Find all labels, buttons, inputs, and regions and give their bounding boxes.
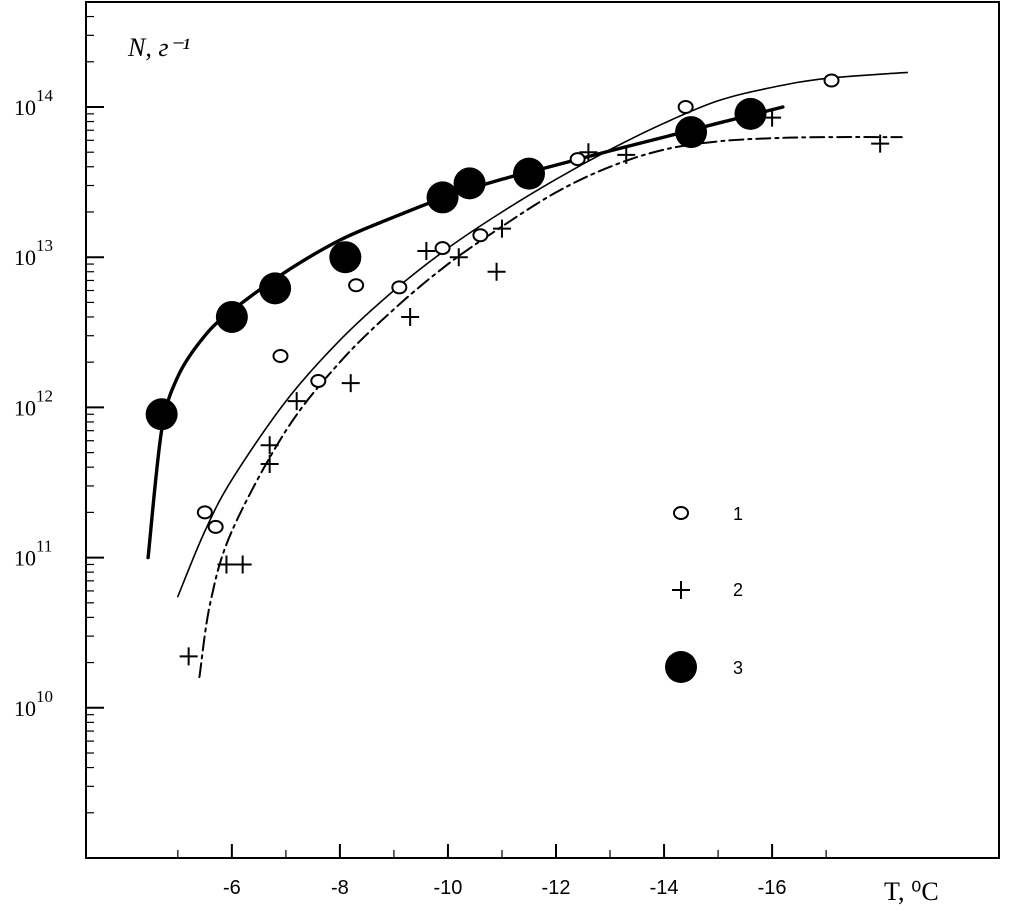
point-series-3 bbox=[453, 167, 486, 200]
point-series-2 bbox=[217, 555, 236, 574]
point-series-3 bbox=[145, 398, 178, 431]
legend-label-1: 1 bbox=[733, 504, 743, 524]
point-series-2 bbox=[492, 219, 511, 238]
point-series-3 bbox=[734, 97, 767, 130]
point-series-2 bbox=[341, 374, 360, 393]
point-series-1 bbox=[196, 505, 213, 520]
y-tick-label: 1013 bbox=[14, 236, 53, 270]
x-tick-label: -6 bbox=[223, 877, 241, 899]
minor-ticks bbox=[86, 1, 827, 858]
legend-marker-3 bbox=[665, 651, 697, 683]
point-series-2 bbox=[487, 262, 506, 281]
y-axis-label: N, г⁻¹ bbox=[127, 33, 190, 62]
legend-marker-2 bbox=[672, 581, 690, 599]
point-series-2 bbox=[579, 143, 598, 162]
point-series-2 bbox=[617, 145, 636, 164]
point-series-3 bbox=[512, 157, 545, 190]
point-series-1 bbox=[434, 241, 451, 256]
legend-marker-1 bbox=[673, 506, 689, 520]
y-tick-label: 1010 bbox=[14, 687, 53, 721]
plot-frame bbox=[85, 1, 1000, 859]
point-series-2 bbox=[401, 307, 420, 326]
point-series-3 bbox=[215, 300, 248, 333]
point-series-2 bbox=[260, 454, 279, 473]
point-series-1 bbox=[677, 99, 694, 114]
x-tick-label: -10 bbox=[434, 877, 463, 899]
legend-label-3: 3 bbox=[733, 658, 743, 678]
y-tick-labels: 1010 1011 1012 1013 1014 bbox=[14, 86, 54, 721]
point-series-1 bbox=[569, 152, 586, 167]
point-series-1 bbox=[272, 348, 289, 363]
point-series-2 bbox=[871, 134, 890, 153]
curve-series-1 bbox=[177, 71, 908, 598]
point-series-2 bbox=[417, 241, 436, 260]
legend: 1 2 3 bbox=[665, 504, 743, 683]
y-tick-label: 1011 bbox=[14, 537, 52, 571]
curve-series-2 bbox=[198, 136, 903, 679]
point-series-2 bbox=[233, 555, 252, 574]
point-series-1 bbox=[348, 278, 365, 293]
major-ticks bbox=[86, 105, 774, 858]
legend-markers bbox=[665, 506, 697, 683]
x-tick-label: -8 bbox=[331, 877, 349, 899]
point-series-1 bbox=[207, 519, 224, 534]
point-series-2 bbox=[260, 436, 279, 455]
x-tick-label: -16 bbox=[758, 877, 787, 899]
y-tick-label: 1014 bbox=[14, 86, 54, 120]
point-series-1 bbox=[823, 73, 840, 88]
point-series-3 bbox=[675, 116, 708, 149]
point-series-1 bbox=[310, 373, 327, 388]
x-tick-label: -12 bbox=[542, 877, 571, 899]
x-axis-label: T, ⁰C bbox=[884, 877, 939, 906]
fit-curves bbox=[146, 71, 908, 679]
point-series-1 bbox=[391, 280, 408, 295]
legend-label-2: 2 bbox=[733, 580, 743, 600]
point-series-1 bbox=[472, 228, 489, 243]
point-series-3 bbox=[329, 241, 362, 274]
point-series-2 bbox=[287, 392, 306, 411]
point-series-3 bbox=[259, 272, 292, 305]
point-series-2 bbox=[449, 248, 468, 267]
x-tick-label: -14 bbox=[650, 877, 679, 899]
curve-series-3 bbox=[146, 105, 785, 560]
y-tick-label: 1012 bbox=[14, 386, 53, 420]
point-series-3 bbox=[426, 181, 459, 214]
point-series-2 bbox=[179, 647, 198, 666]
point-series-2 bbox=[763, 108, 782, 127]
x-tick-labels: -6 -8 -10 -12 -14 -16 bbox=[223, 877, 787, 899]
data-points bbox=[145, 73, 890, 666]
